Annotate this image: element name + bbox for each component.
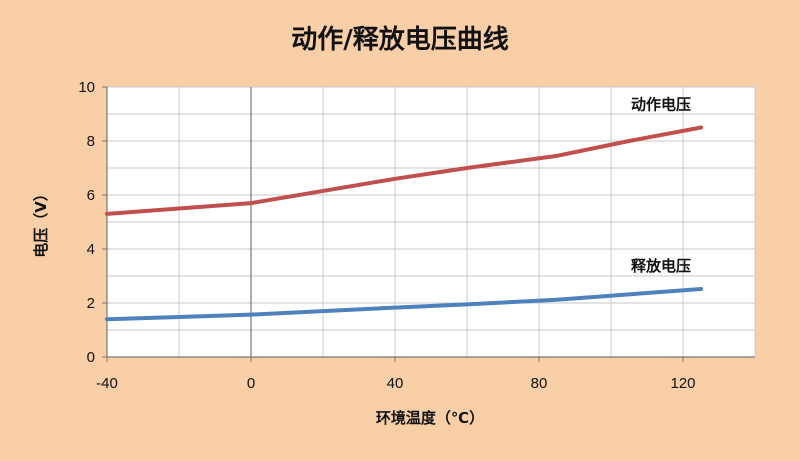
series-lines (105, 125, 703, 322)
series-label-2: 释放电压 (631, 257, 691, 275)
x-tick-label: 120 (670, 375, 695, 392)
y-tick-label: 2 (87, 295, 95, 312)
x-tick-label: 80 (531, 375, 548, 392)
x-tick-label: 0 (247, 375, 255, 392)
y-axis-label: 电压（V） (32, 186, 50, 258)
x-axis-ticks: -40 0 40 80 120 (96, 357, 696, 392)
y-tick-label: 6 (87, 187, 95, 204)
y-axis-ticks: 0 2 4 6 8 10 (78, 79, 107, 366)
y-tick-label: 10 (78, 79, 95, 96)
y-tick-label: 8 (87, 133, 95, 150)
series-label-1: 动作电压 (631, 96, 691, 114)
grid-lines (106, 86, 756, 358)
y-tick-label: 4 (87, 241, 95, 258)
series-line-2 (105, 286, 703, 322)
x-tick-label: -40 (96, 375, 118, 392)
series-line-1 (105, 125, 703, 216)
x-axis-label: 环境温度（℃） (376, 409, 484, 427)
y-tick-label: 0 (87, 349, 95, 366)
axes (106, 87, 755, 358)
x-tick-label: 40 (387, 375, 404, 392)
chart-title: 动作/释放电压曲线 (291, 24, 509, 55)
